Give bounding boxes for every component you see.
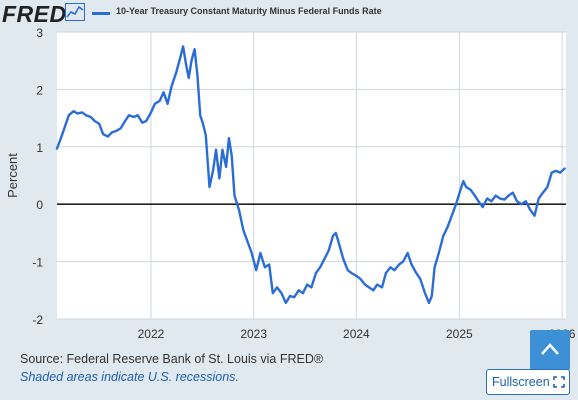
- line-chart-icon: [65, 3, 85, 21]
- y-tick-label: 2: [36, 83, 43, 97]
- chart-header: FRED 10-Year Treasury Constant Maturity …: [0, 0, 578, 28]
- y-tick-label: -1: [32, 256, 43, 270]
- fred-logo[interactable]: FRED: [2, 1, 67, 27]
- x-tick-label: 2022: [138, 327, 165, 341]
- y-tick-label: 3: [36, 26, 43, 40]
- source-note: Source: Federal Reserve Bank of St. Loui…: [20, 352, 324, 366]
- fullscreen-button[interactable]: Fullscreen: [486, 369, 570, 395]
- legend-label: 10-Year Treasury Constant Maturity Minus…: [116, 6, 382, 16]
- x-tick-label: 2025: [446, 327, 473, 341]
- legend-swatch: [92, 12, 110, 15]
- series-line: [55, 45, 566, 305]
- x-tick-label: 2024: [343, 327, 370, 341]
- y-axis-label: Percent: [5, 153, 20, 198]
- plot-area: [57, 32, 566, 319]
- fullscreen-icon: [553, 376, 565, 388]
- chevron-up-icon: [541, 343, 559, 355]
- recession-note: Shaded areas indicate U.S. recessions.: [20, 370, 239, 384]
- fullscreen-label: Fullscreen: [492, 375, 550, 389]
- y-tick-label: 1: [36, 141, 43, 155]
- scroll-to-top-button[interactable]: [530, 330, 570, 370]
- y-tick-label: 0: [36, 198, 43, 212]
- x-tick-label: 2023: [240, 327, 267, 341]
- y-tick-label: -2: [32, 313, 43, 327]
